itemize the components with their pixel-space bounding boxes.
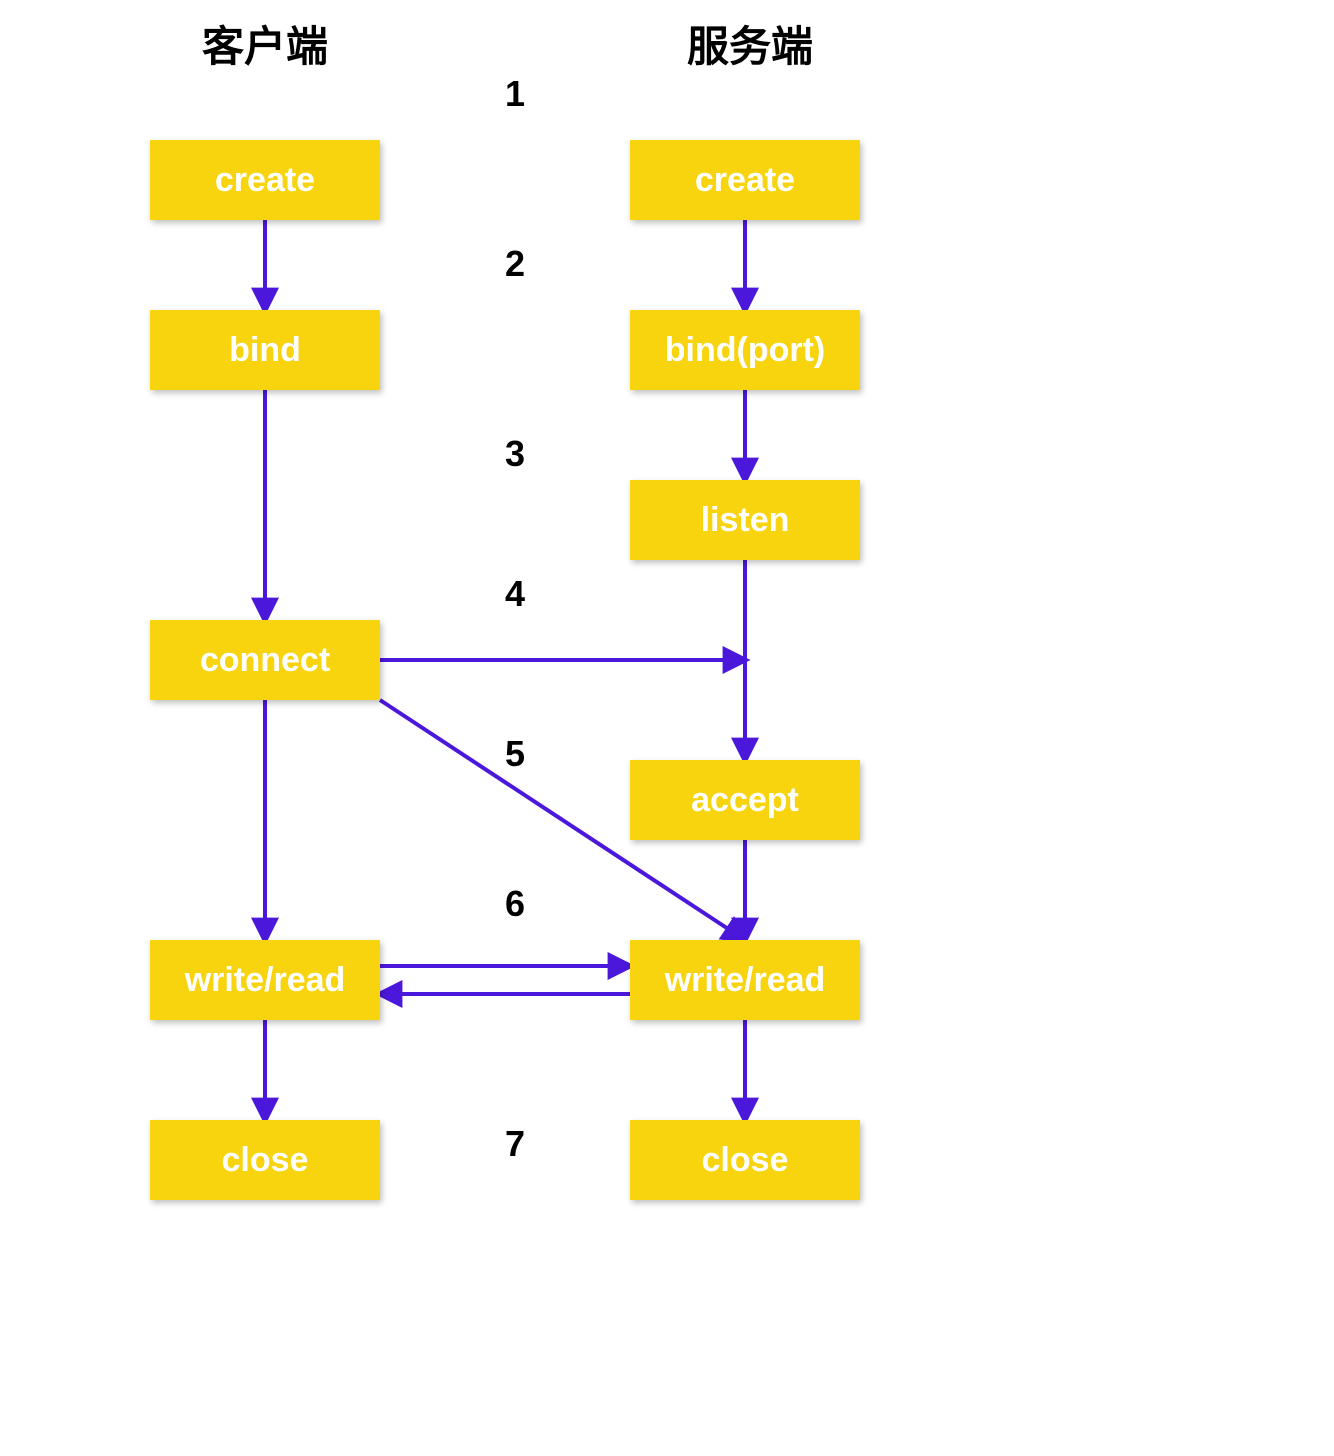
step-label-1: 1 — [495, 73, 535, 115]
node-label: write/read — [185, 961, 346, 1000]
step-label-6: 6 — [495, 883, 535, 925]
column-header-server: 服务端 — [650, 13, 850, 74]
step-label-5: 5 — [495, 733, 535, 775]
node-c_bind: bind — [150, 310, 380, 390]
node-label: create — [215, 161, 315, 200]
node-s_rw: write/read — [630, 940, 860, 1020]
node-label: bind(port) — [665, 331, 826, 370]
node-label: close — [222, 1141, 309, 1180]
node-s_create: create — [630, 140, 860, 220]
column-header-client: 客户端 — [165, 13, 365, 74]
node-c_connect: connect — [150, 620, 380, 700]
node-label: create — [695, 161, 795, 200]
step-label-2: 2 — [495, 243, 535, 285]
node-label: connect — [200, 641, 330, 680]
node-label: write/read — [665, 961, 826, 1000]
node-label: listen — [701, 501, 790, 540]
node-s_listen: listen — [630, 480, 860, 560]
step-label-3: 3 — [495, 433, 535, 475]
node-label: close — [702, 1141, 789, 1180]
node-s_accept: accept — [630, 760, 860, 840]
node-label: accept — [691, 781, 799, 820]
node-c_rw: write/read — [150, 940, 380, 1020]
step-label-4: 4 — [495, 573, 535, 615]
node-c_create: create — [150, 140, 380, 220]
step-label-7: 7 — [495, 1123, 535, 1165]
node-s_bind: bind(port) — [630, 310, 860, 390]
node-label: bind — [229, 331, 301, 370]
node-c_close: close — [150, 1120, 380, 1200]
node-s_close: close — [630, 1120, 860, 1200]
